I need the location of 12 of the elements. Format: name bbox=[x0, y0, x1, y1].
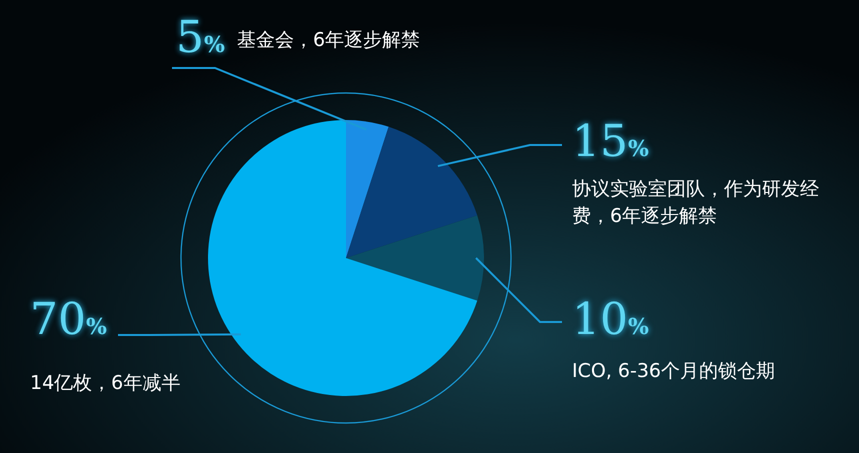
pie-slice bbox=[208, 120, 478, 396]
slice-label: ICO, 6-36个月的锁仓期 bbox=[572, 359, 776, 384]
slice-label: 基金会，6年逐步解禁 bbox=[237, 28, 422, 53]
data-label: 70% bbox=[30, 294, 107, 347]
data-label: 5% bbox=[176, 12, 225, 65]
pie-slice bbox=[346, 126, 478, 258]
data-label: 10% bbox=[572, 294, 649, 347]
pie-slice bbox=[346, 215, 484, 301]
data-label: 15% bbox=[572, 116, 649, 169]
slice-label: 协议实验室团队，作为研发经费，6年逐步解禁 bbox=[572, 177, 820, 229]
pie-slice bbox=[346, 120, 389, 258]
slice-label: 14亿枚，6年减半 bbox=[30, 371, 182, 396]
